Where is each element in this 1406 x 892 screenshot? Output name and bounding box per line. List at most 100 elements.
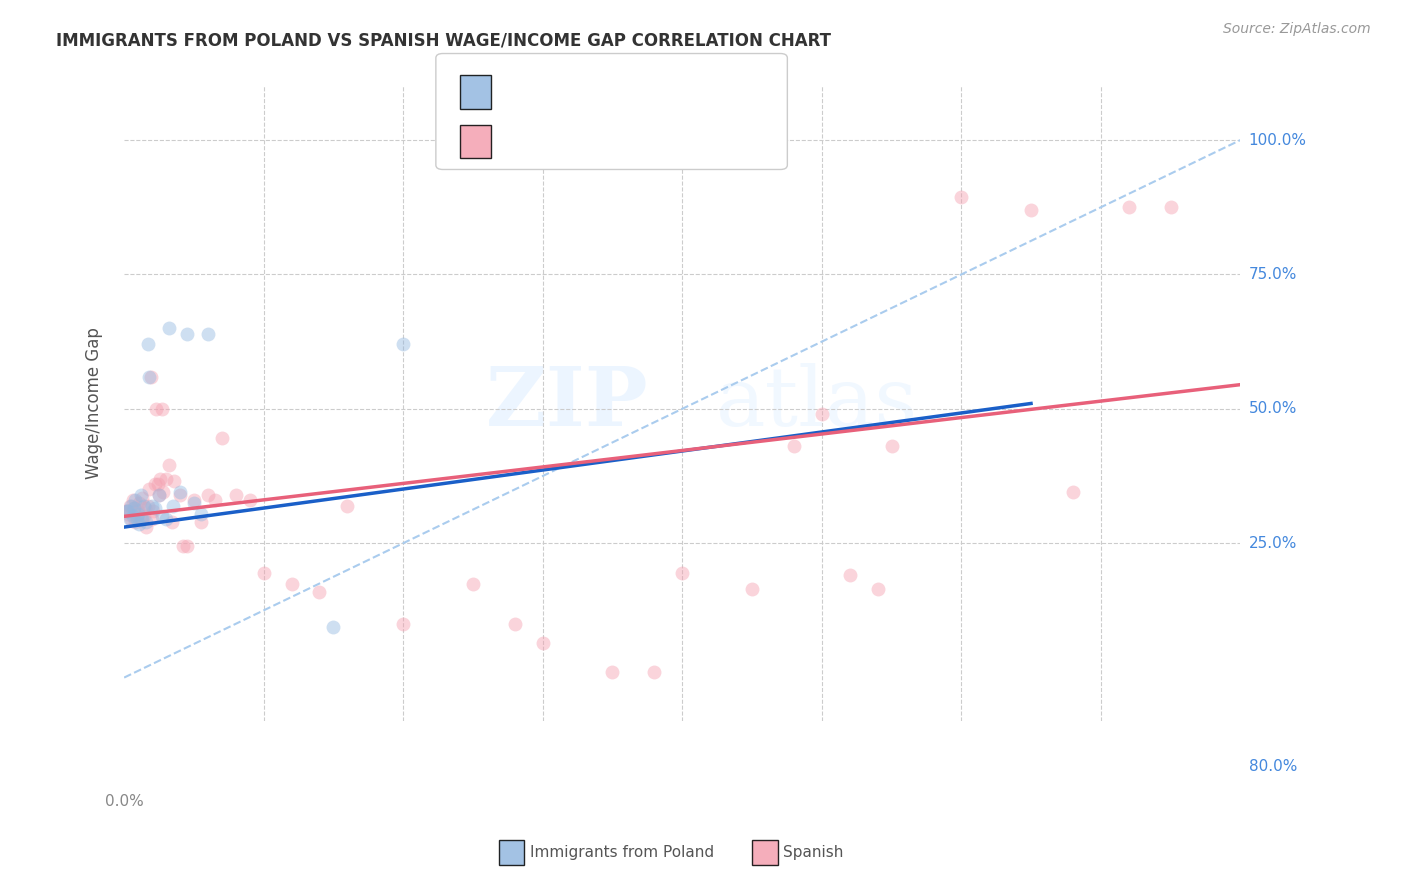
Text: Source: ZipAtlas.com: Source: ZipAtlas.com <box>1223 22 1371 37</box>
Point <box>149 472 172 486</box>
Point <box>155 472 177 486</box>
Point <box>129 488 152 502</box>
Point <box>172 539 194 553</box>
Text: 50.0%: 50.0% <box>1249 401 1296 417</box>
Point <box>141 499 163 513</box>
Point <box>162 499 184 513</box>
Text: IMMIGRANTS FROM POLAND VS SPANISH WAGE/INCOME GAP CORRELATION CHART: IMMIGRANTS FROM POLAND VS SPANISH WAGE/I… <box>56 31 831 49</box>
Point <box>132 509 155 524</box>
Point <box>115 504 138 518</box>
Point <box>148 488 170 502</box>
Point <box>810 407 832 421</box>
Point <box>1118 200 1140 214</box>
Point <box>155 512 177 526</box>
Point <box>131 512 153 526</box>
Point <box>176 326 198 341</box>
Point <box>136 337 159 351</box>
Y-axis label: Wage/Income Gap: Wage/Income Gap <box>86 327 103 479</box>
Text: 75.0%: 75.0% <box>1249 267 1296 282</box>
Point <box>150 509 173 524</box>
Point <box>117 504 139 518</box>
Point <box>190 507 212 521</box>
Point <box>141 512 163 526</box>
Point <box>211 431 233 445</box>
Text: ZIP: ZIP <box>486 363 648 443</box>
Point <box>136 499 159 513</box>
Text: 25.0%: 25.0% <box>1249 536 1296 550</box>
Text: R = 0.452: R = 0.452 <box>505 83 603 101</box>
Point <box>125 509 148 524</box>
Point <box>169 488 191 502</box>
Point <box>135 520 157 534</box>
Text: 100.0%: 100.0% <box>1249 133 1306 147</box>
Point <box>880 440 903 454</box>
Text: R = 0.344: R = 0.344 <box>505 133 603 151</box>
Point <box>783 440 806 454</box>
Point <box>671 566 693 580</box>
Point <box>643 665 665 680</box>
Text: 0.0%: 0.0% <box>105 794 143 808</box>
Point <box>204 493 226 508</box>
Point <box>143 477 166 491</box>
Point <box>308 584 330 599</box>
Point <box>392 616 415 631</box>
Point <box>132 499 155 513</box>
Point <box>838 568 860 582</box>
Text: Immigrants from Poland: Immigrants from Poland <box>530 846 714 860</box>
Point <box>157 458 180 473</box>
Point <box>280 576 302 591</box>
Point <box>322 619 344 633</box>
Point <box>741 582 763 596</box>
Point <box>129 512 152 526</box>
Point <box>1062 485 1084 500</box>
Point <box>176 539 198 553</box>
Point <box>127 504 149 518</box>
Point <box>117 507 139 521</box>
Point <box>120 512 142 526</box>
Point <box>253 566 276 580</box>
Point <box>120 499 142 513</box>
Point <box>160 515 183 529</box>
Point <box>336 499 359 513</box>
Point <box>157 321 180 335</box>
Point <box>118 512 141 526</box>
Point <box>134 501 156 516</box>
Point <box>190 515 212 529</box>
Point <box>950 189 973 203</box>
Point <box>183 496 205 510</box>
Point <box>122 501 145 516</box>
Point <box>124 493 146 508</box>
Point <box>135 515 157 529</box>
Point <box>127 507 149 521</box>
Text: 80.0%: 80.0% <box>1249 759 1296 774</box>
Point <box>148 488 170 502</box>
Point <box>145 401 167 416</box>
Point <box>128 496 150 510</box>
Point <box>121 493 143 508</box>
Point <box>122 501 145 516</box>
Point <box>115 504 138 518</box>
Point <box>131 491 153 505</box>
Point <box>146 477 169 491</box>
Point <box>138 483 160 497</box>
Point <box>143 501 166 516</box>
Point <box>503 616 526 631</box>
Text: N = 32: N = 32 <box>634 83 702 101</box>
Point <box>239 493 262 508</box>
Point <box>1160 200 1182 214</box>
Point <box>602 665 624 680</box>
Point <box>392 337 415 351</box>
Point <box>163 475 186 489</box>
Point <box>142 504 165 518</box>
Point <box>152 485 174 500</box>
Point <box>125 512 148 526</box>
Point <box>197 326 219 341</box>
Point <box>183 493 205 508</box>
Point <box>118 499 141 513</box>
Point <box>1019 202 1042 217</box>
Point <box>138 369 160 384</box>
Point <box>128 517 150 532</box>
Point <box>114 504 136 518</box>
Point <box>197 488 219 502</box>
Point <box>225 488 247 502</box>
